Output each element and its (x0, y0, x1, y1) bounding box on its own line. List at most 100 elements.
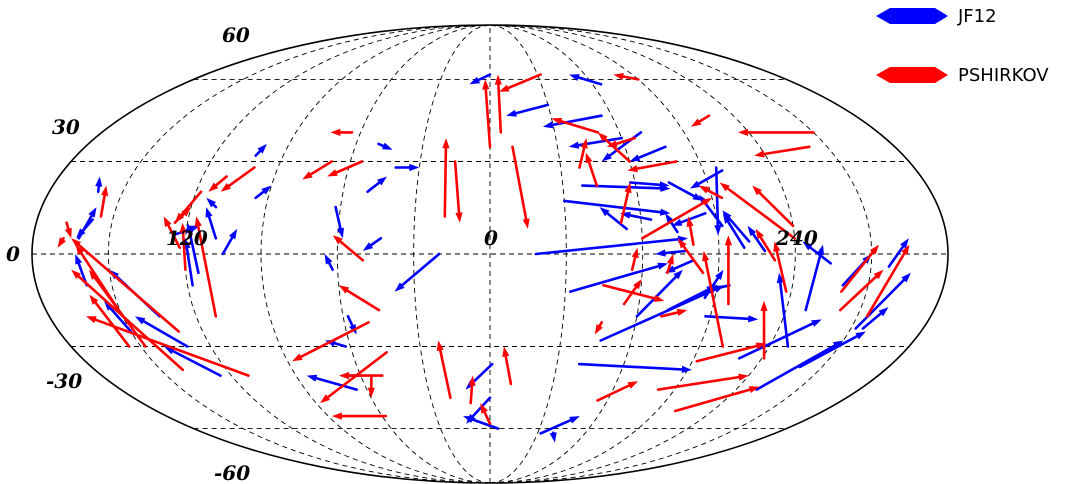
field-arrow (722, 210, 751, 243)
arrow-layer (57, 73, 911, 443)
field-arrow (338, 285, 381, 312)
meridian-line (184, 25, 491, 483)
field-arrow (562, 199, 671, 216)
field-arrow (686, 216, 695, 246)
field-arrow (502, 346, 513, 386)
field-arrow (838, 269, 884, 312)
field-arrow (549, 431, 557, 443)
legend-label-pshirkov: PSHIRKOV (958, 65, 1049, 86)
field-arrow (861, 307, 889, 330)
tick-label-lon-120: 120 (166, 226, 208, 250)
meridian-line (413, 25, 491, 483)
map-boundary (31, 24, 949, 484)
field-arrow (619, 182, 632, 224)
field-arrow (366, 176, 387, 193)
field-arrow (330, 128, 354, 136)
field-arrow (578, 138, 588, 169)
meridian-line (336, 25, 491, 483)
field-arrow (292, 321, 370, 362)
field-arrow (463, 416, 500, 430)
field-arrow (602, 283, 665, 302)
field-arrow (221, 228, 238, 256)
field-arrow (865, 244, 910, 318)
field-arrow (77, 207, 97, 240)
arrow-series-jf12 (75, 73, 911, 443)
field-arrow (99, 185, 109, 218)
field-arrow (755, 340, 844, 391)
field-arrow (691, 114, 711, 127)
field-arrow (208, 175, 228, 192)
meridian-line (489, 25, 796, 483)
legend: JF12 PSHIRKOV (876, 6, 1049, 86)
field-arrow (334, 205, 344, 239)
field-arrow (71, 238, 180, 333)
legend-swatch-jf12 (876, 8, 948, 24)
graticule-grid (32, 25, 948, 483)
field-arrow (511, 145, 530, 229)
field-arrow (394, 252, 441, 292)
field-arrow (465, 362, 494, 390)
field-arrow (324, 254, 334, 272)
arrow-series-pshirkov (57, 73, 910, 426)
field-arrow (163, 216, 181, 249)
field-arrow (613, 73, 640, 81)
field-arrow (620, 211, 653, 221)
field-arrow (599, 285, 725, 342)
field-arrow (194, 216, 218, 318)
field-arrow (802, 241, 833, 265)
field-arrow (468, 375, 476, 405)
field-arrow (482, 79, 492, 149)
field-arrow (75, 244, 124, 318)
field-arrow (254, 185, 272, 200)
field-arrow (327, 160, 364, 177)
field-arrow (656, 373, 749, 391)
field-arrow (367, 374, 375, 398)
field-arrow (747, 225, 767, 253)
field-arrow (480, 403, 492, 426)
field-arrow (666, 254, 674, 275)
field-arrow (854, 272, 911, 330)
field-arrow (453, 160, 463, 223)
field-arrow (568, 262, 668, 293)
field-arrow (469, 73, 492, 85)
field-arrow (57, 237, 66, 248)
field-arrow (677, 238, 705, 275)
field-arrow (630, 247, 639, 272)
legend-swatch-pshirkov (876, 67, 948, 83)
field-arrow (331, 412, 388, 420)
field-arrow (205, 207, 218, 240)
field-arrow (640, 197, 712, 240)
field-arrow (442, 138, 450, 218)
field-arrow (577, 362, 692, 373)
field-arrow (673, 386, 760, 413)
field-arrow (628, 181, 670, 189)
field-arrow (773, 241, 788, 293)
field-arrow (840, 244, 879, 293)
tick-label-lat-30: 30 (52, 115, 80, 139)
field-arrow (760, 300, 768, 360)
tick-label-lat-neg60: -60 (214, 461, 250, 484)
field-arrow (539, 416, 580, 435)
field-arrow (599, 207, 628, 231)
field-arrow (702, 250, 725, 348)
field-arrow (671, 212, 707, 226)
field-arrow (667, 181, 703, 201)
field-arrow (596, 381, 639, 402)
field-arrow (887, 238, 909, 268)
field-arrow (302, 160, 334, 180)
field-arrow (394, 163, 420, 172)
field-arrow (320, 351, 388, 404)
field-arrow (551, 117, 600, 134)
tick-label-lat-0: 0 (6, 242, 20, 266)
field-arrow (362, 237, 383, 251)
tick-label-lat-neg30: -30 (46, 369, 82, 393)
field-arrow (494, 74, 503, 134)
field-arrow (71, 269, 185, 372)
field-arrow (506, 103, 550, 117)
field-arrow (752, 185, 795, 228)
field-arrow (306, 374, 359, 391)
field-arrow (627, 160, 678, 173)
field-arrow (635, 269, 683, 318)
field-arrow (436, 340, 452, 400)
